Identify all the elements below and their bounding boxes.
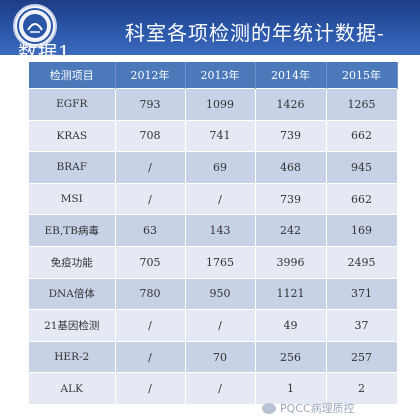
table-cell: 1 <box>255 372 327 404</box>
row-label: ALK <box>29 372 116 404</box>
row-label: EB,TB病毒 <box>29 214 116 247</box>
table-row: EGFR 793 1099 1426 1265 <box>29 88 398 121</box>
table-cell: 70 <box>185 340 256 373</box>
table-cell: 739 <box>255 182 327 215</box>
table-header-row: 检测项目 2012年 2013年 2014年 2015年 <box>29 62 398 89</box>
row-label: MSI <box>29 182 116 215</box>
table-cell: 2495 <box>326 245 398 279</box>
table-cell: 257 <box>326 340 398 373</box>
table-cell: / <box>115 182 186 215</box>
slide-title-continued: 数据1 <box>18 42 72 64</box>
table-cell: / <box>115 340 186 373</box>
table-cell: 739 <box>255 119 327 152</box>
row-label: HER-2 <box>29 340 116 373</box>
table-cell: / <box>185 372 256 404</box>
column-header-item: 检测项目 <box>29 62 116 89</box>
table-cell: 468 <box>255 151 327 184</box>
table-row: 21基因检测 / / 49 37 <box>29 309 398 342</box>
table-cell: 242 <box>255 214 327 247</box>
row-label: 免疫功能 <box>29 245 116 279</box>
table-row: EB,TB病毒 63 143 242 169 <box>29 214 398 247</box>
row-label: EGFR <box>29 88 116 121</box>
table-cell: / <box>115 309 186 342</box>
table-cell: 793 <box>115 88 186 121</box>
table-cell: 143 <box>185 214 256 247</box>
row-label: DNA倍体 <box>29 277 116 310</box>
table-cell: 1426 <box>255 88 327 121</box>
table-row: KRAS 708 741 739 662 <box>29 119 398 152</box>
table-cell: / <box>115 372 186 404</box>
table-cell: 705 <box>115 245 186 279</box>
slide-header-band <box>0 0 420 55</box>
table-cell: 780 <box>115 277 186 310</box>
table-cell: 63 <box>115 214 186 247</box>
table-cell: 2 <box>326 372 398 404</box>
table-cell: / <box>185 182 256 215</box>
table-cell: 37 <box>326 309 398 342</box>
row-label: 21基因检测 <box>29 309 116 342</box>
table-cell: 945 <box>326 151 398 184</box>
table-cell: 1265 <box>326 88 398 121</box>
column-header-2012: 2012年 <box>115 62 186 89</box>
table-cell: 69 <box>185 151 256 184</box>
table-cell: 662 <box>326 182 398 215</box>
table-row: 免疫功能 705 1765 3996 2495 <box>29 245 398 279</box>
table-row: ALK / / 1 2 <box>29 372 398 404</box>
table-cell: 371 <box>326 277 398 310</box>
table-cell: 1765 <box>185 245 256 279</box>
column-header-2014: 2014年 <box>255 62 327 89</box>
table-row: HER-2 / 70 256 257 <box>29 340 398 373</box>
table-cell: 741 <box>185 119 256 152</box>
table-cell: 1121 <box>255 277 327 310</box>
table-cell: / <box>115 151 186 184</box>
watermark: PQCC病理质控 <box>262 400 418 416</box>
table-cell: 3996 <box>255 245 327 279</box>
column-header-2013: 2013年 <box>185 62 256 89</box>
statistics-table: 检测项目 2012年 2013年 2014年 2015年 EGFR 793 10… <box>29 62 398 404</box>
row-label: BRAF <box>29 151 116 184</box>
wechat-icon <box>262 402 276 414</box>
table-cell: 49 <box>255 309 327 342</box>
table-cell: 662 <box>326 119 398 152</box>
row-label: KRAS <box>29 119 116 152</box>
table-row: BRAF / 69 468 945 <box>29 151 398 184</box>
table-cell: 256 <box>255 340 327 373</box>
table-row: MSI / / 739 662 <box>29 182 398 215</box>
table-cell: 169 <box>326 214 398 247</box>
table-cell: 1099 <box>185 88 256 121</box>
column-header-2015: 2015年 <box>326 62 398 89</box>
hospital-logo-icon <box>13 4 57 48</box>
table-cell: 708 <box>115 119 186 152</box>
table-row: DNA倍体 780 950 1121 371 <box>29 277 398 310</box>
table-cell: 950 <box>185 277 256 310</box>
table-cell: / <box>185 309 256 342</box>
slide-title: 科室各项检测的年统计数据- <box>125 21 385 45</box>
watermark-text: PQCC病理质控 <box>280 402 355 415</box>
